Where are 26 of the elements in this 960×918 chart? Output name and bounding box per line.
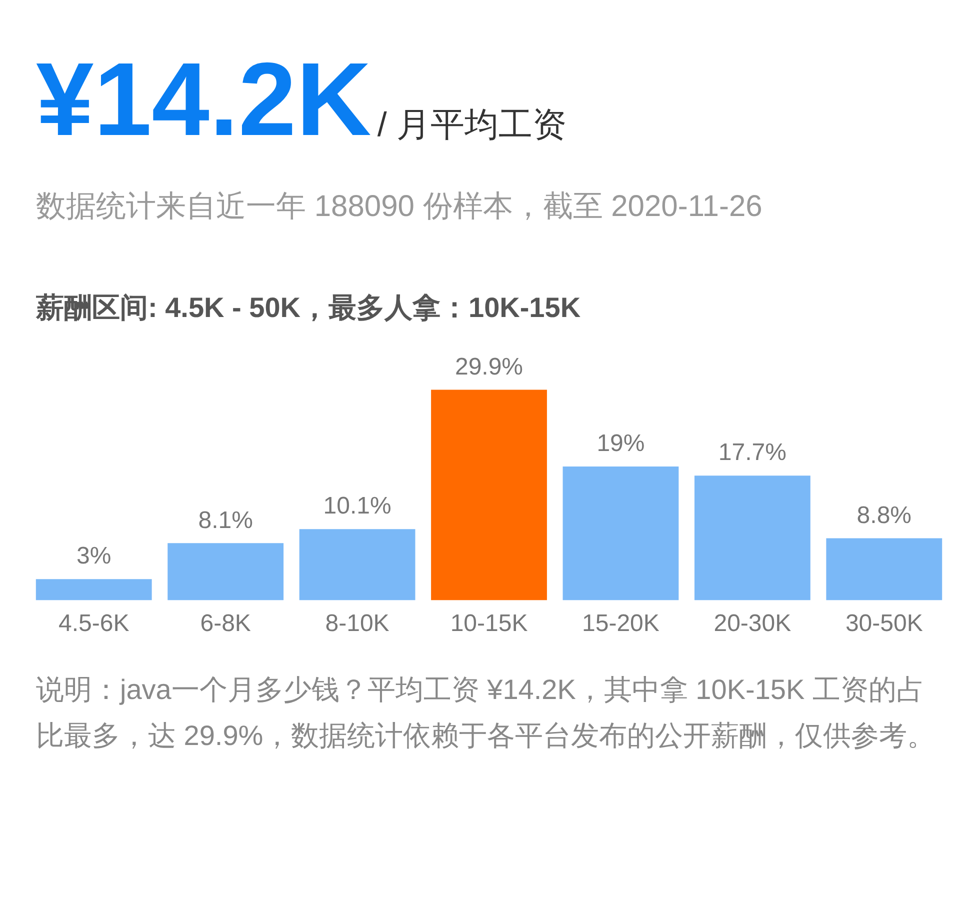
text: 薪酬区间: 4.5K - 50K，最多人拿：10K-15K	[34, 291, 582, 325]
x-tick-label: 6-8K	[200, 610, 251, 638]
data-label: 8.8%	[856, 502, 912, 529]
chart-subtitle: / 月平均工资	[377, 105, 566, 146]
x-tick-label: 20-30K	[714, 610, 792, 638]
x-tick-label: 15-20K	[582, 610, 660, 638]
bar	[299, 529, 416, 600]
x-tick-label: 8-10K	[325, 610, 390, 638]
data-label: 10.1%	[323, 492, 392, 520]
bar	[168, 543, 284, 600]
bar	[36, 579, 152, 600]
chart-title: ¥14.2K	[36, 42, 372, 158]
bar	[694, 476, 810, 600]
bar	[431, 390, 547, 600]
bar	[826, 538, 942, 600]
x-tick-label: 4.5-6K	[58, 610, 130, 638]
text: 数据统计来自近一年 188090 份样本，截至 2020-11-26	[35, 189, 764, 225]
data-label: 8.1%	[198, 506, 253, 534]
text: 说明：java一个月多少钱？平均工资 ¥14.2K，其中拿 10K-15K 工资的占比最多，达 29.9%，数据统计依赖于各平台发布的公开薪酬，仅供参考。	[35, 673, 936, 753]
bar	[562, 466, 679, 600]
data-label: 3%	[76, 542, 112, 570]
data-label: 19%	[596, 430, 645, 458]
data-label: 17.7%	[718, 439, 786, 466]
x-tick-label: 30-50K	[845, 610, 923, 638]
x-tick-label: 10-15K	[450, 610, 528, 638]
data-label: 29.9%	[454, 353, 524, 380]
